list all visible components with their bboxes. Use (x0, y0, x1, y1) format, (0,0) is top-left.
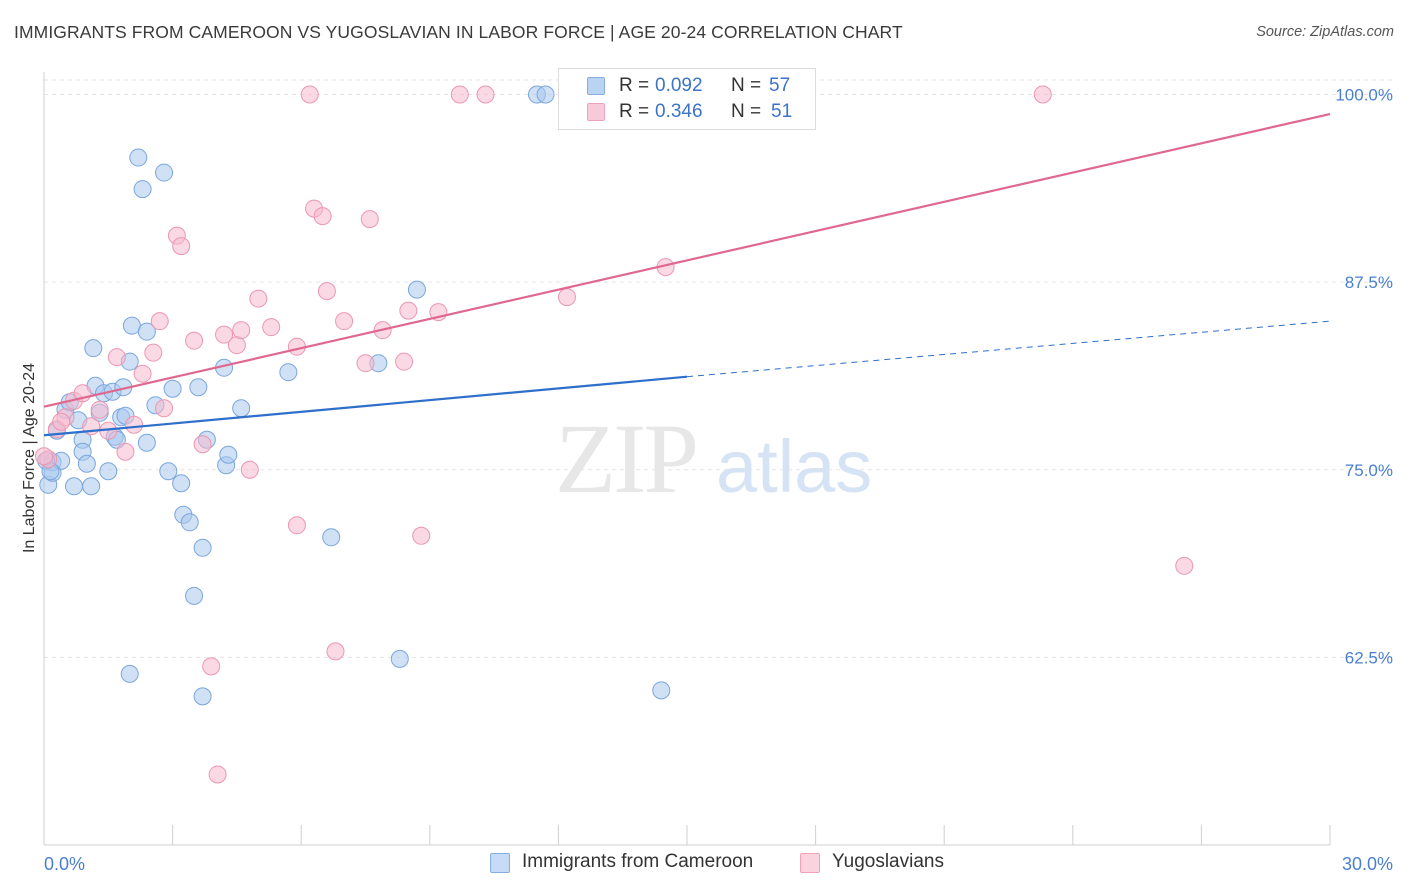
y-tick-label-0: 62.5% (1345, 648, 1393, 667)
cameroon-point-29 (137, 433, 156, 452)
cameroon-point-46 (322, 528, 341, 547)
legend-row-blue: R = 0.092 N = 57 (559, 75, 815, 99)
yugoslavian-point-38 (399, 301, 418, 320)
yugoslavian-point-8 (107, 348, 126, 367)
legend-swatch-blue (587, 77, 605, 95)
yugoslavian-point-30 (313, 207, 332, 226)
yugoslavian-point-39 (412, 526, 431, 545)
yugoslavian-point-16 (172, 237, 191, 256)
yugoslavian-point-25 (249, 289, 268, 308)
bottom-legend-pink[interactable]: Yugoslavians (800, 851, 960, 877)
yugoslavian-point-48 (300, 85, 319, 104)
yugoslavian-point-11 (133, 364, 152, 383)
cameroon-point-27 (133, 180, 152, 199)
yugoslavian-point-37 (395, 352, 414, 371)
yugoslavian-point-42 (476, 85, 495, 104)
yugoslavian-point-12 (144, 343, 163, 362)
legend-row-pink: R = 0.346 N = 51 (559, 101, 815, 125)
chart-title: IMMIGRANTS FROM CAMEROON VS YUGOSLAVIAN … (14, 22, 903, 42)
cameroon-point-13 (84, 339, 103, 358)
yugoslavian-point-33 (335, 312, 354, 331)
bottom-legend-swatch-pink (800, 853, 820, 873)
source-credit: Source: ZipAtlas.com (1256, 24, 1394, 40)
yugoslavian-trend-line (43, 112, 1331, 408)
cameroon-point-48 (390, 649, 409, 668)
y-axis-label: In Labor Force | Age 20-24 (21, 363, 38, 553)
cameroon-point-39 (193, 538, 212, 557)
cameroon-point-34 (172, 474, 191, 493)
cameroon-point-44 (232, 399, 251, 418)
yugoslavian-point-32 (326, 642, 345, 661)
yugoslavian-point-41 (450, 85, 469, 104)
cameroon-point-54 (193, 687, 212, 706)
yugoslavian-point-13 (150, 312, 169, 331)
y-tick-label-3: 100.0% (1335, 86, 1393, 105)
y-tick-label-2: 87.5% (1345, 273, 1393, 292)
cameroon-point-11 (77, 454, 96, 473)
cameroon-point-26 (129, 148, 148, 167)
yugoslavian-point-23 (232, 321, 251, 340)
cameroon-point-32 (159, 462, 178, 481)
cameroon-point-36 (180, 513, 199, 532)
cameroon-point-25 (122, 316, 141, 335)
legend-n-value-blue: 57 (769, 75, 791, 96)
legend-n-label: N = (731, 101, 762, 122)
x-tick-label-min: 0.0% (44, 854, 85, 874)
cameroon-point-51 (536, 85, 555, 104)
cameroon-point-38 (189, 378, 208, 397)
cameroon-point-17 (99, 462, 118, 481)
yugoslavian-point-49 (35, 447, 53, 466)
yugoslavian-point-46 (1033, 85, 1052, 104)
yugoslavian-point-14 (155, 399, 174, 418)
yugoslavian-point-17 (185, 331, 204, 350)
yugoslavian-point-9 (116, 442, 135, 461)
correlation-legend: R = 0.092 N = 57 R = 0.346 N = 51 (558, 68, 816, 130)
yugoslavian-point-31 (317, 282, 336, 301)
cameroon-point-37 (185, 586, 204, 605)
yugoslavian-point-18 (193, 435, 212, 454)
legend-r-label: R = (619, 75, 650, 96)
cameroon-trend-extension (686, 320, 1331, 378)
yugoslavian-point-21 (215, 325, 234, 344)
cameroon-point-12 (82, 477, 101, 496)
yugoslavian-point-47 (1175, 556, 1194, 575)
cameroon-point-31 (155, 163, 174, 182)
bottom-legend-blue[interactable]: Immigrants from Cameroon (490, 851, 780, 877)
cameroon-point-49 (407, 280, 426, 299)
x-tick-label-max: 30.0% (1342, 854, 1393, 874)
legend-r-value-pink: 0.346 (655, 101, 703, 122)
yugoslavian-point-20 (208, 765, 227, 784)
yugoslavian-point-50 (52, 412, 71, 431)
yugoslavian-point-26 (262, 318, 281, 337)
yugoslavian-point-34 (356, 354, 375, 373)
cameroon-point-7 (65, 477, 84, 496)
yugoslavian-point-6 (90, 400, 109, 419)
yugoslavian-point-19 (202, 657, 221, 676)
yugoslavian-point-24 (240, 460, 259, 479)
yugoslavian-point-22 (227, 336, 246, 355)
legend-n-label: N = (731, 75, 762, 96)
bottom-legend-label-blue: Immigrants from Cameroon (522, 851, 754, 872)
yugoslavian-point-43 (557, 288, 576, 307)
legend-n-value-pink: 51 (771, 101, 793, 122)
cameroon-point-53 (120, 664, 139, 683)
cameroon-point-33 (163, 379, 182, 398)
cameroon-point-45 (279, 363, 298, 382)
yugoslavian-point-28 (287, 516, 306, 535)
cameroon-trend-line (43, 375, 688, 437)
yugoslavian-point-35 (360, 210, 379, 229)
bottom-legend-label-pink: Yugoslavians (832, 851, 944, 872)
cameroon-point-28 (137, 322, 156, 341)
y-tick-label-1: 75.0% (1345, 461, 1393, 480)
watermark-atlas: atlas (716, 425, 872, 508)
bottom-legend-swatch-blue (490, 853, 510, 873)
watermark-zip: ZIP (555, 403, 696, 514)
legend-r-label: R = (619, 101, 650, 122)
yugoslavian-point-10 (125, 415, 144, 434)
legend-r-value-blue: 0.092 (655, 75, 703, 96)
legend-swatch-pink (587, 103, 605, 121)
cameroon-point-52 (652, 681, 671, 700)
cameroon-point-43 (219, 445, 238, 464)
